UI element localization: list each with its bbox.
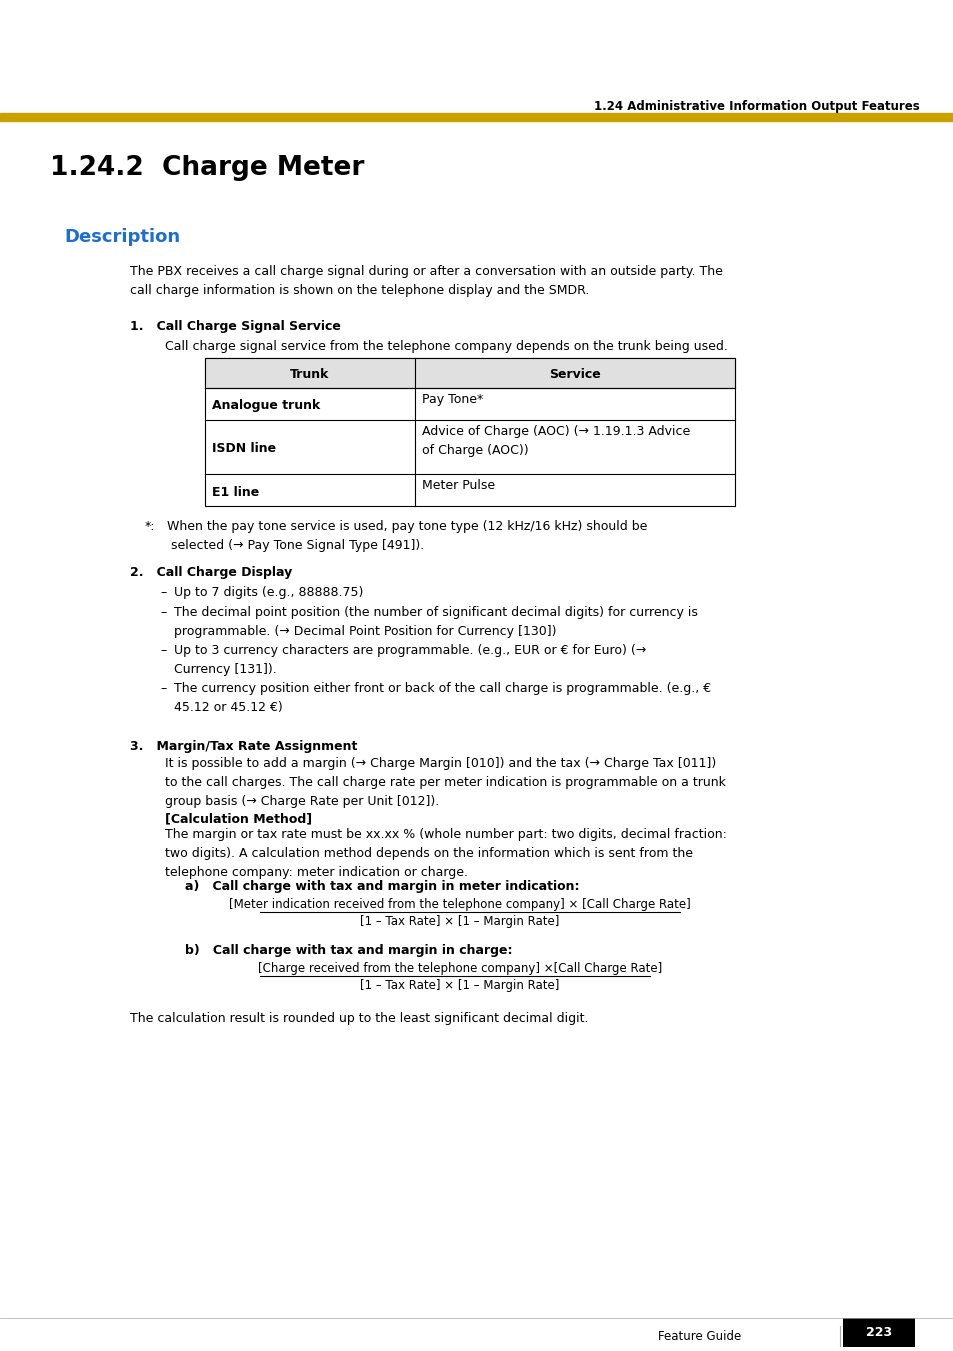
Text: Meter Pulse: Meter Pulse [421,480,495,492]
Text: 1.   Call Charge Signal Service: 1. Call Charge Signal Service [130,320,340,332]
Text: Call charge signal service from the telephone company depends on the trunk being: Call charge signal service from the tele… [165,340,727,353]
Text: –: – [160,586,166,598]
Text: Up to 3 currency characters are programmable. (e.g., EUR or € for Euro) (→
Curre: Up to 3 currency characters are programm… [173,644,645,676]
Text: Description: Description [64,228,180,246]
Text: [Meter indication received from the telephone company] × [Call Charge Rate]: [Meter indication received from the tele… [229,898,690,911]
Text: E1 line: E1 line [212,485,259,499]
Text: It is possible to add a margin (→ Charge Margin [010]) and the tax (→ Charge Tax: It is possible to add a margin (→ Charge… [165,757,725,808]
Text: –: – [160,607,166,619]
Text: 2.   Call Charge Display: 2. Call Charge Display [130,566,292,580]
Text: 1.24 Administrative Information Output Features: 1.24 Administrative Information Output F… [594,100,919,113]
Text: [Calculation Method]: [Calculation Method] [165,812,312,825]
Text: Pay Tone*: Pay Tone* [421,393,483,407]
Text: Trunk: Trunk [290,369,330,381]
Text: 223: 223 [865,1327,891,1339]
Text: –: – [160,644,166,657]
Text: The PBX receives a call charge signal during or after a conversation with an out: The PBX receives a call charge signal du… [130,265,722,297]
Bar [0,113,953,122]
Text: b)   Call charge with tax and margin in charge:: b) Call charge with tax and margin in ch… [185,944,512,957]
Text: Service: Service [549,369,600,381]
Text: *:: *: [145,520,155,534]
Text: Up to 7 digits (e.g., 88888.75): Up to 7 digits (e.g., 88888.75) [173,586,363,598]
Text: The decimal point position (the number of significant decimal digits) for curren: The decimal point position (the number o… [173,607,698,638]
Text: Analogue trunk: Analogue trunk [212,400,320,412]
Text: Advice of Charge (AOC) (→ 1.19.1.3 Advice
of Charge (AOC)): Advice of Charge (AOC) (→ 1.19.1.3 Advic… [421,426,690,457]
Text: [Charge received from the telephone company] ×[Call Charge Rate]: [Charge received from the telephone comp… [257,962,661,975]
Text: –: – [160,682,166,694]
Text: The calculation result is rounded up to the least significant decimal digit.: The calculation result is rounded up to … [130,1012,588,1025]
Text: [1 – Tax Rate] × [1 – Margin Rate]: [1 – Tax Rate] × [1 – Margin Rate] [360,915,559,928]
Text: The margin or tax rate must be xx.xx % (whole number part: two digits, decimal f: The margin or tax rate must be xx.xx % (… [165,828,726,880]
Text: a)   Call charge with tax and margin in meter indication:: a) Call charge with tax and margin in me… [185,880,578,893]
Bar [205,358,734,388]
Text: [1 – Tax Rate] × [1 – Margin Rate]: [1 – Tax Rate] × [1 – Margin Rate] [360,979,559,992]
Text: Feature Guide: Feature Guide [658,1329,740,1343]
Text: 3.   Margin/Tax Rate Assignment: 3. Margin/Tax Rate Assignment [130,740,357,753]
Text: When the pay tone service is used, pay tone type (12 kHz/16 kHz) should be
   se: When the pay tone service is used, pay t… [159,520,647,553]
Text: The currency position either front or back of the call charge is programmable. (: The currency position either front or ba… [173,682,710,713]
Bar [842,1319,914,1347]
Text: 1.24.2  Charge Meter: 1.24.2 Charge Meter [50,155,364,181]
Text: ISDN line: ISDN line [212,443,275,455]
Bar [205,358,734,507]
